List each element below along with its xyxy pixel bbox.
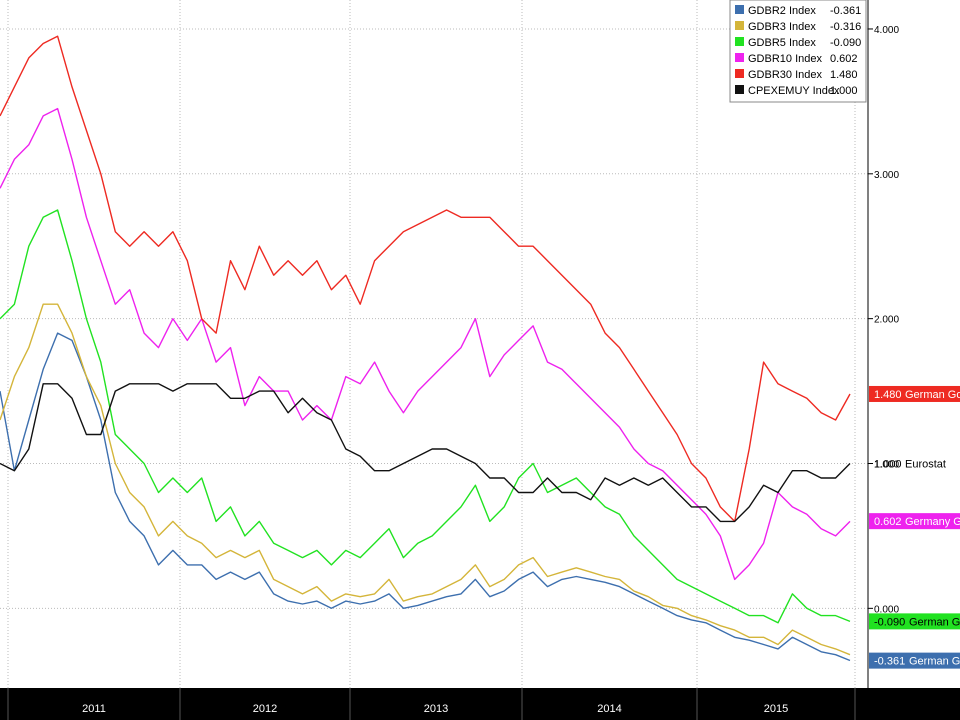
legend-label: GDBR2 Index <box>748 5 816 17</box>
series-group <box>0 35 851 662</box>
legend-swatch <box>735 21 744 30</box>
x-tick-label: 2014 <box>597 703 621 715</box>
x-tick-label: 2012 <box>253 703 277 715</box>
y-tick-label: 3.000 <box>874 170 899 181</box>
x-axis-bar <box>0 688 960 720</box>
legend-swatch <box>735 5 744 14</box>
axis-background <box>868 0 960 688</box>
y-tick-label: 2.000 <box>874 315 899 326</box>
end-tag-value: 0.602 <box>874 516 902 528</box>
end-tag: -0.090 German Go <box>869 613 960 630</box>
x-axis: 2011 2012 2013 2014 2015 <box>7 688 856 720</box>
end-tag-value: -0.090 <box>874 616 905 628</box>
legend-value: -0.090 <box>830 37 861 49</box>
legend-label: GDBR5 Index <box>748 37 816 49</box>
end-tag-box <box>869 385 960 402</box>
series-line-gdbr2 <box>0 332 851 662</box>
legend-value: -0.316 <box>830 21 861 33</box>
legend-value: 0.602 <box>830 53 858 65</box>
legend-swatch <box>735 85 744 94</box>
plot-background <box>0 0 868 688</box>
end-tag-box <box>869 513 960 530</box>
end-tag-label: Eurostat <box>905 458 946 470</box>
end-tag-label: Germany G <box>905 516 960 528</box>
series-line-gdbr3 <box>0 303 851 656</box>
end-tag: 0.602 Germany G <box>869 513 960 530</box>
legend-label: GDBR3 Index <box>748 21 816 33</box>
series-line-gdbr10 <box>0 107 851 581</box>
legend-value: 1.000 <box>830 85 858 97</box>
y-tick-label: 4.000 <box>874 25 899 36</box>
x-tick-label: 2015 <box>764 703 788 715</box>
series-line-gdbr30 <box>0 35 851 523</box>
end-tag: -0.361 German Go <box>869 652 960 669</box>
legend-box <box>729 0 867 103</box>
y-tick-label: 1.000 <box>874 459 899 470</box>
end-tag-label: German Go <box>909 656 960 668</box>
end-tag-value: -0.361 <box>874 656 905 668</box>
series-line-cpexemuy <box>0 383 851 523</box>
end-tag-value: 1.000 <box>874 458 902 470</box>
end-tag-label: German Go <box>905 389 960 401</box>
end-tag-box <box>869 613 960 630</box>
x-tick-label: 2013 <box>424 703 448 715</box>
legend-label: CPEXEMUY Index <box>748 85 840 97</box>
legend-label: GDBR30 Index <box>748 69 822 81</box>
end-tag-box <box>869 652 960 669</box>
legend-swatch <box>735 69 744 78</box>
legend-swatch <box>735 53 744 62</box>
end-tag-label: German Go <box>909 616 960 628</box>
series-line-gdbr5 <box>0 209 851 624</box>
end-tag: 1.480 German Go <box>869 385 960 402</box>
legend-value: 1.480 <box>830 69 858 81</box>
y-tick-label: 0.000 <box>874 604 899 615</box>
end-tag: 1.000 Eurostat <box>874 458 946 470</box>
legend-value: -0.361 <box>830 5 861 17</box>
end-tag-value: 1.480 <box>874 389 902 401</box>
y-axis: 4.000 3.000 2.000 1.000 0.000 <box>867 0 899 688</box>
legend: GDBR2 Index -0.361 GDBR3 Index -0.316 GDBR5 … <box>729 0 867 103</box>
legend-label: GDBR10 Index <box>748 53 822 65</box>
legend-swatch <box>735 37 744 46</box>
x-tick-label: 2011 <box>82 703 106 715</box>
